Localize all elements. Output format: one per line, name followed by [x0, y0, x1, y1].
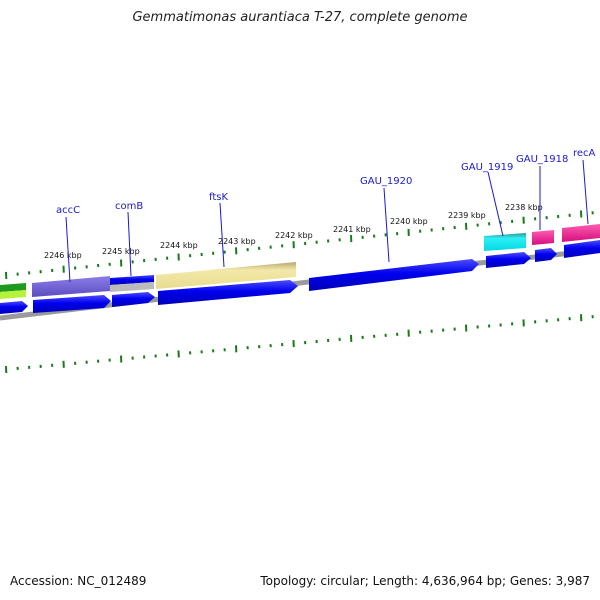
feature-track-outer [0, 224, 600, 299]
callout-recA [582, 159, 589, 225]
kbp-label: 2240 kbp [390, 217, 428, 226]
feature-green[interactable] [0, 283, 26, 292]
cds-arrow[interactable] [158, 280, 298, 305]
kbp-label: 2243 kbp [218, 237, 256, 246]
feature-lime[interactable] [0, 290, 26, 299]
gene-label-comB[interactable]: comB [115, 201, 143, 212]
callout-comB [127, 211, 132, 277]
map-title: Gemmatimonas aurantiaca T-27, complete g… [132, 10, 468, 25]
kbp-labels: 2246 kbp 2245 kbp 2244 kbp 2243 kbp 2242… [44, 203, 543, 260]
cds-arrow[interactable] [0, 301, 28, 314]
kbp-label: 2245 kbp [102, 247, 140, 256]
feature-accC[interactable] [32, 276, 110, 297]
gene-labels: accC comB ftsK GAU_1920 GAU_1919 GAU_191… [56, 148, 596, 216]
kbp-label: 2241 kbp [333, 225, 371, 234]
gene-label-recA[interactable]: recA [573, 148, 596, 159]
gene-label-GAU_1920[interactable]: GAU_1920 [360, 176, 412, 187]
kbp-label: 2246 kbp [44, 251, 82, 260]
callout-GAU_1919 [487, 171, 504, 237]
accession-text: Accession: NC_012489 [10, 574, 147, 588]
cds-track [0, 240, 600, 314]
cds-arrow[interactable] [535, 248, 557, 262]
callout-accC [65, 216, 71, 283]
callout-ftsK [219, 202, 225, 268]
gene-callouts [65, 159, 589, 283]
feature-recA[interactable] [562, 224, 600, 242]
kbp-label: 2242 kbp [275, 231, 313, 240]
tick-row-upper [5, 210, 594, 279]
feature-comB-gray[interactable] [110, 282, 154, 292]
kbp-label: 2239 kbp [448, 211, 486, 220]
feature-comB-top[interactable] [110, 275, 154, 285]
gene-label-accC[interactable]: accC [56, 205, 80, 216]
kbp-label: 2244 kbp [160, 241, 198, 250]
cds-arrow[interactable] [309, 259, 479, 291]
feature-ftsK[interactable] [156, 262, 296, 289]
cds-arrow[interactable] [112, 292, 155, 307]
feature-GAU_1919[interactable] [484, 233, 526, 251]
callout-GAU_1920 [383, 187, 390, 263]
cds-arrow[interactable] [486, 252, 531, 268]
gene-label-GAU_1919[interactable]: GAU_1919 [461, 162, 513, 173]
cds-arrow[interactable] [564, 240, 600, 258]
genome-summary-text: Topology: circular; Length: 4,636,964 bp… [260, 574, 590, 588]
gene-label-GAU_1918[interactable]: GAU_1918 [516, 154, 568, 165]
cds-arrow[interactable] [33, 295, 111, 313]
gene-label-ftsK[interactable]: ftsK [209, 192, 228, 203]
feature-GAU_1918[interactable] [532, 230, 554, 245]
tick-row-lower [5, 314, 594, 374]
kbp-label: 2238 kbp [505, 203, 543, 212]
